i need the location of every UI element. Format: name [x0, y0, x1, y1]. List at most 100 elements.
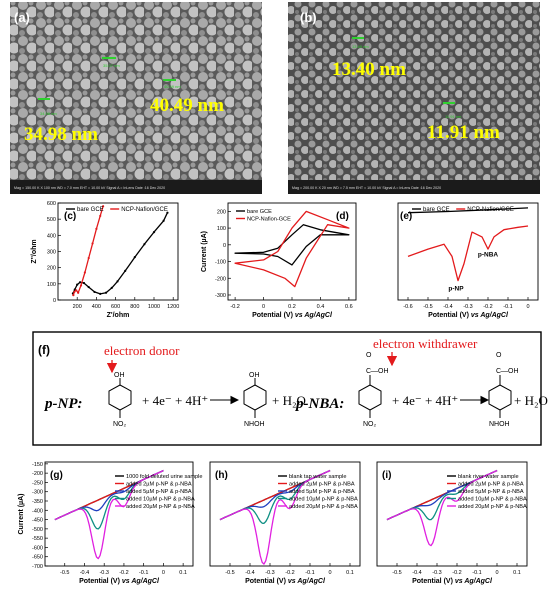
- x-tick-label-h: -0.1: [305, 570, 314, 576]
- x-axis-label-part: Ag/AgCl: [296, 578, 326, 585]
- series-point-c: [93, 290, 96, 294]
- series-point-c: [143, 243, 146, 246]
- x-tick-label-g: 0: [162, 570, 165, 576]
- x-axis-label-part: Ag/AgCl: [130, 578, 160, 585]
- panel-label-c: (c): [64, 211, 76, 222]
- pnp-reactant-ring: [108, 378, 132, 418]
- x-tick-label-i: -0.4: [412, 570, 421, 576]
- x-tick-label-e: -0.2: [483, 304, 492, 310]
- x-tick-label-h: -0.5: [225, 570, 234, 576]
- x-axis-label-part: Potential (V): [252, 312, 295, 319]
- x-axis-label-h: Potential (V) vs Ag/AgCl: [245, 578, 326, 585]
- y-tick-label-g: -650: [32, 555, 43, 561]
- x-axis-label-part: vs: [471, 312, 479, 319]
- pnba-product-ring: [488, 375, 512, 418]
- series-point-c: [110, 286, 113, 289]
- sem-b-footer: Mag = 200.00 K X 20 nm WD = 7.5 mm EHT =…: [292, 186, 441, 190]
- series-point-c: [87, 285, 90, 289]
- x-tick-label-d: 0: [262, 304, 265, 310]
- pnba-label: p-NBA:: [294, 396, 344, 412]
- y-axis-label-g: Current (µA): [18, 494, 25, 535]
- x-tick-label-d: 0.4: [317, 304, 325, 310]
- pnp-product-nhoh: NHOH: [244, 421, 265, 428]
- series-line-c: [72, 206, 104, 296]
- x-tick-label-g: -0.1: [139, 570, 148, 576]
- x-tick-label-c: 1200: [167, 304, 179, 310]
- legend-entry-g: added 10µM p-NP & p-NBA: [126, 497, 195, 503]
- x-axis-label-i: Potential (V) vs Ag/AgCl: [412, 578, 493, 585]
- chart-h: (h) -0.5 -0.4 -0.3 -0.2 -0.1 0 0.1 Potential (V)…: [209, 461, 361, 585]
- y-tick-label-c: 300: [47, 250, 56, 256]
- sem-image-a: Mag = 150.00 K X 100 nm WD = 7.0 mm EHT …: [10, 2, 262, 194]
- legend-entry-i: added 5µM p-NP & p-NBA: [458, 489, 524, 495]
- y-tick-label-c: 600: [47, 201, 56, 207]
- x-tick-label-i: -0.1: [472, 570, 481, 576]
- electron-withdrawer-label: electron withdrawer: [373, 336, 478, 351]
- x-axis-label-part: Ag/AgCl: [303, 312, 333, 319]
- x-tick-label-d: 0.6: [345, 304, 353, 310]
- y-tick-label-g: -200: [32, 471, 43, 477]
- series-line-d: [234, 224, 350, 266]
- y-tick-label-c: 500: [47, 217, 56, 223]
- y-tick-label-d: -300: [215, 293, 226, 299]
- x-tick-label-i: -0.5: [392, 570, 401, 576]
- y-tick-label-g: -500: [32, 527, 43, 533]
- series-point-c: [78, 281, 82, 284]
- legend-entry-i: added 2µM p-NP & p-NBA: [458, 482, 524, 488]
- charts-layer: (c)200 400 600 800 1000 120001002003004005006…: [18, 201, 539, 585]
- series-point-c: [83, 271, 86, 274]
- pnba-cooh: C—OH: [366, 368, 389, 375]
- x-tick-label-g: -0.5: [60, 570, 69, 576]
- legend-entry-c: NCP-Nafion/GCE: [121, 207, 168, 213]
- y-tick-label-c: 100: [47, 282, 56, 288]
- sem-a-size-2: 40.49 nm: [150, 95, 224, 116]
- x-tick-label-e: -0.6: [403, 304, 412, 310]
- series-point-c: [116, 280, 119, 283]
- y-tick-label-g: -450: [32, 518, 43, 524]
- y-tick-label-c: 200: [47, 266, 56, 272]
- peak-annotation-e: p-NP: [448, 285, 464, 292]
- y-tick-label-g: -350: [32, 499, 43, 505]
- y-tick-label-c: 400: [47, 233, 56, 239]
- sem-a-small-2: 40.49 nm: [164, 84, 181, 89]
- series-point-c: [75, 289, 78, 292]
- series-point-c: [77, 291, 80, 294]
- sem-a-footer: Mag = 150.00 K X 100 nm WD = 7.0 mm EHT …: [14, 186, 165, 190]
- pnba-reactant-ring: [358, 375, 382, 418]
- x-tick-label-g: -0.4: [80, 570, 89, 576]
- legend-entry-i: added 20µM p-NP & p-NBA: [458, 504, 527, 510]
- panel-label-e: (e): [400, 211, 412, 222]
- sem-b-small-1: 13.40 nm: [352, 44, 369, 49]
- series-line-h: [219, 469, 331, 565]
- peak-annotation-e: p-NBA: [478, 251, 499, 258]
- x-tick-label-c: 800: [130, 304, 139, 310]
- sem-a-small-3: 35.07 nm: [103, 63, 120, 68]
- legend-entry-e: bare GCE: [423, 207, 450, 213]
- series-line-e: [407, 225, 529, 282]
- pnba-water: + H₂O: [514, 393, 548, 408]
- x-tick-label-i: 0: [495, 570, 498, 576]
- legend-entry-e: NCP-Nafion/GCE: [467, 207, 514, 213]
- x-tick-label-d: -0.2: [230, 304, 239, 310]
- series-line-e: [407, 207, 529, 214]
- legend-entry-h: added 2µM p-NP & p-NBA: [289, 482, 355, 488]
- x-axis-label-part: vs: [295, 312, 303, 319]
- sem-a-size-1: 34.98 nm: [24, 124, 98, 145]
- sem-b-small-2: 11.91 nm: [445, 114, 462, 119]
- y-tick-label-d: 200: [217, 209, 226, 215]
- x-tick-label-h: 0: [328, 570, 331, 576]
- series-line-d: [234, 210, 350, 288]
- x-tick-label-i: -0.2: [452, 570, 461, 576]
- series-point-c: [82, 281, 86, 285]
- plot-frame-e: [397, 202, 539, 301]
- series-point-c: [124, 269, 127, 272]
- pnba-product-nhoh: NHOH: [489, 421, 510, 428]
- legend-entry-d: NCP-Nafion-GCE: [247, 217, 291, 223]
- scheme-label: (f): [38, 343, 50, 357]
- panel-label-d: (d): [336, 211, 349, 222]
- series-point-c: [99, 214, 102, 218]
- x-axis-label-part: Potential (V): [428, 312, 471, 319]
- plot-frame-i: [376, 461, 528, 567]
- x-tick-label-g: -0.3: [99, 570, 108, 576]
- sem-a-label: (a): [14, 10, 30, 25]
